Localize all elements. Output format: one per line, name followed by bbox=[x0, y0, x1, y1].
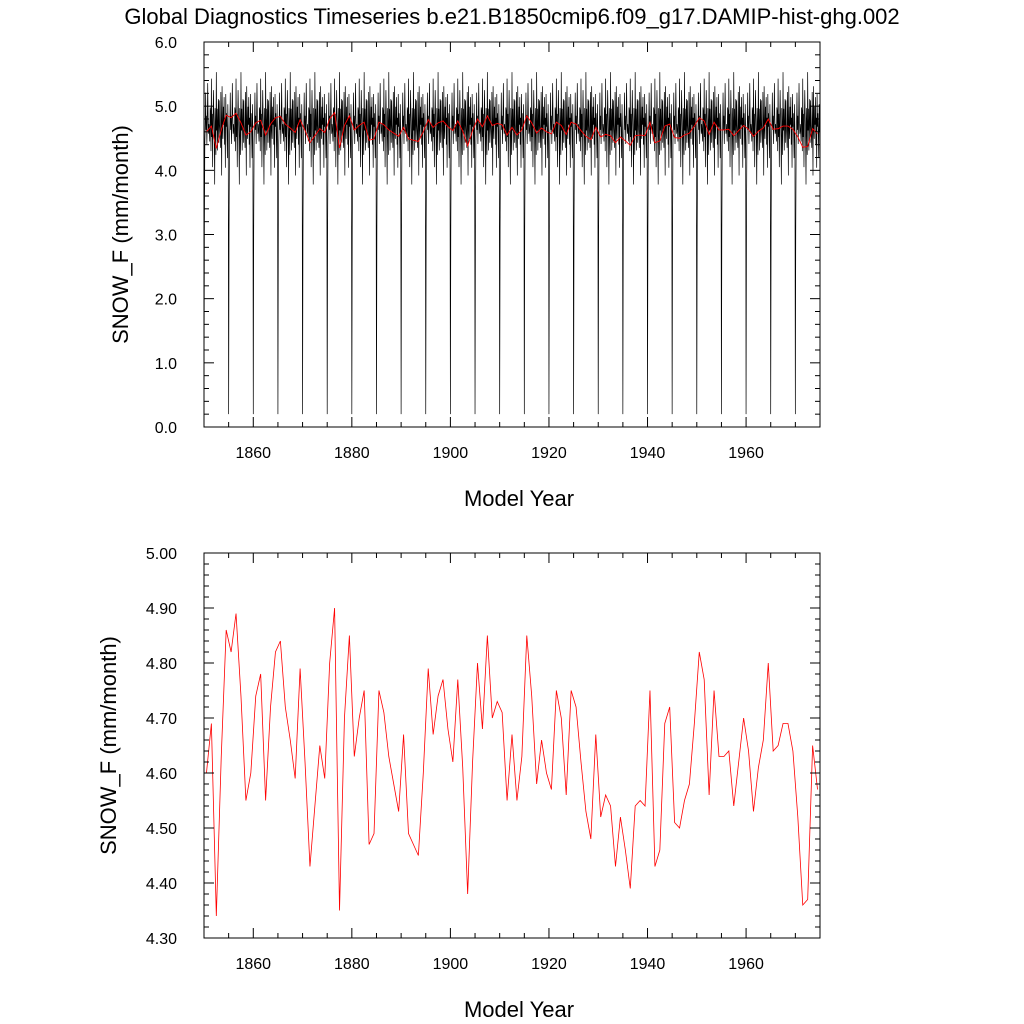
y-tick-label: 3.0 bbox=[155, 228, 177, 245]
x-tick-label: 1940 bbox=[630, 445, 666, 462]
y-tick-label: 0.0 bbox=[155, 420, 177, 437]
y-tick-label: 4.0 bbox=[155, 163, 177, 180]
y-axis-label: SNOW_F (mm/month) bbox=[108, 125, 133, 344]
x-tick-label: 1860 bbox=[235, 956, 271, 973]
y-tick-label: 4.90 bbox=[146, 601, 177, 618]
monthly-series-line bbox=[204, 72, 820, 415]
x-axis-label: Model Year bbox=[464, 486, 574, 511]
y-tick-label: 5.00 bbox=[146, 546, 177, 563]
x-tick-label: 1880 bbox=[334, 445, 370, 462]
y-tick-label: 6.0 bbox=[155, 35, 177, 52]
x-tick-label: 1960 bbox=[728, 445, 764, 462]
y-tick-label: 1.0 bbox=[155, 356, 177, 373]
y-tick-label: 4.30 bbox=[146, 931, 177, 948]
y-tick-label: 4.60 bbox=[146, 766, 177, 783]
figure-title: Global Diagnostics Timeseries b.e21.B185… bbox=[124, 4, 899, 29]
x-tick-label: 1920 bbox=[531, 956, 567, 973]
annual-series-line bbox=[206, 607, 818, 917]
x-tick-label: 1960 bbox=[728, 956, 764, 973]
x-tick-label: 1900 bbox=[433, 956, 469, 973]
y-axis-label: SNOW_F (mm/month) bbox=[96, 636, 121, 855]
panel-top: 1860 1880 1900 1920 1940 1960 0.0 1.0 2.0 3.0 4.0 5… bbox=[108, 35, 821, 511]
y-tick-label: 4.70 bbox=[146, 711, 177, 728]
y-tick-label: 4.80 bbox=[146, 656, 177, 673]
panel-bottom: 1860 1880 1900 1920 1940 1960 4.30 4.40 4.50 4.60… bbox=[96, 546, 821, 1022]
annual-series-line bbox=[206, 111, 818, 149]
y-tick-label: 4.50 bbox=[146, 821, 177, 838]
y-tick-label: 4.40 bbox=[146, 876, 177, 893]
series-group bbox=[206, 607, 818, 917]
x-axis-label: Model Year bbox=[464, 997, 574, 1022]
x-tick-label: 1920 bbox=[531, 445, 567, 462]
x-tick-label: 1940 bbox=[630, 956, 666, 973]
y-tick-label: 5.0 bbox=[155, 99, 177, 116]
x-tick-label: 1880 bbox=[334, 956, 370, 973]
y-tick-label: 2.0 bbox=[155, 292, 177, 309]
x-tick-label: 1900 bbox=[433, 445, 469, 462]
series-group bbox=[204, 72, 820, 415]
plot-frame bbox=[203, 552, 821, 939]
x-tick-label: 1860 bbox=[235, 445, 271, 462]
